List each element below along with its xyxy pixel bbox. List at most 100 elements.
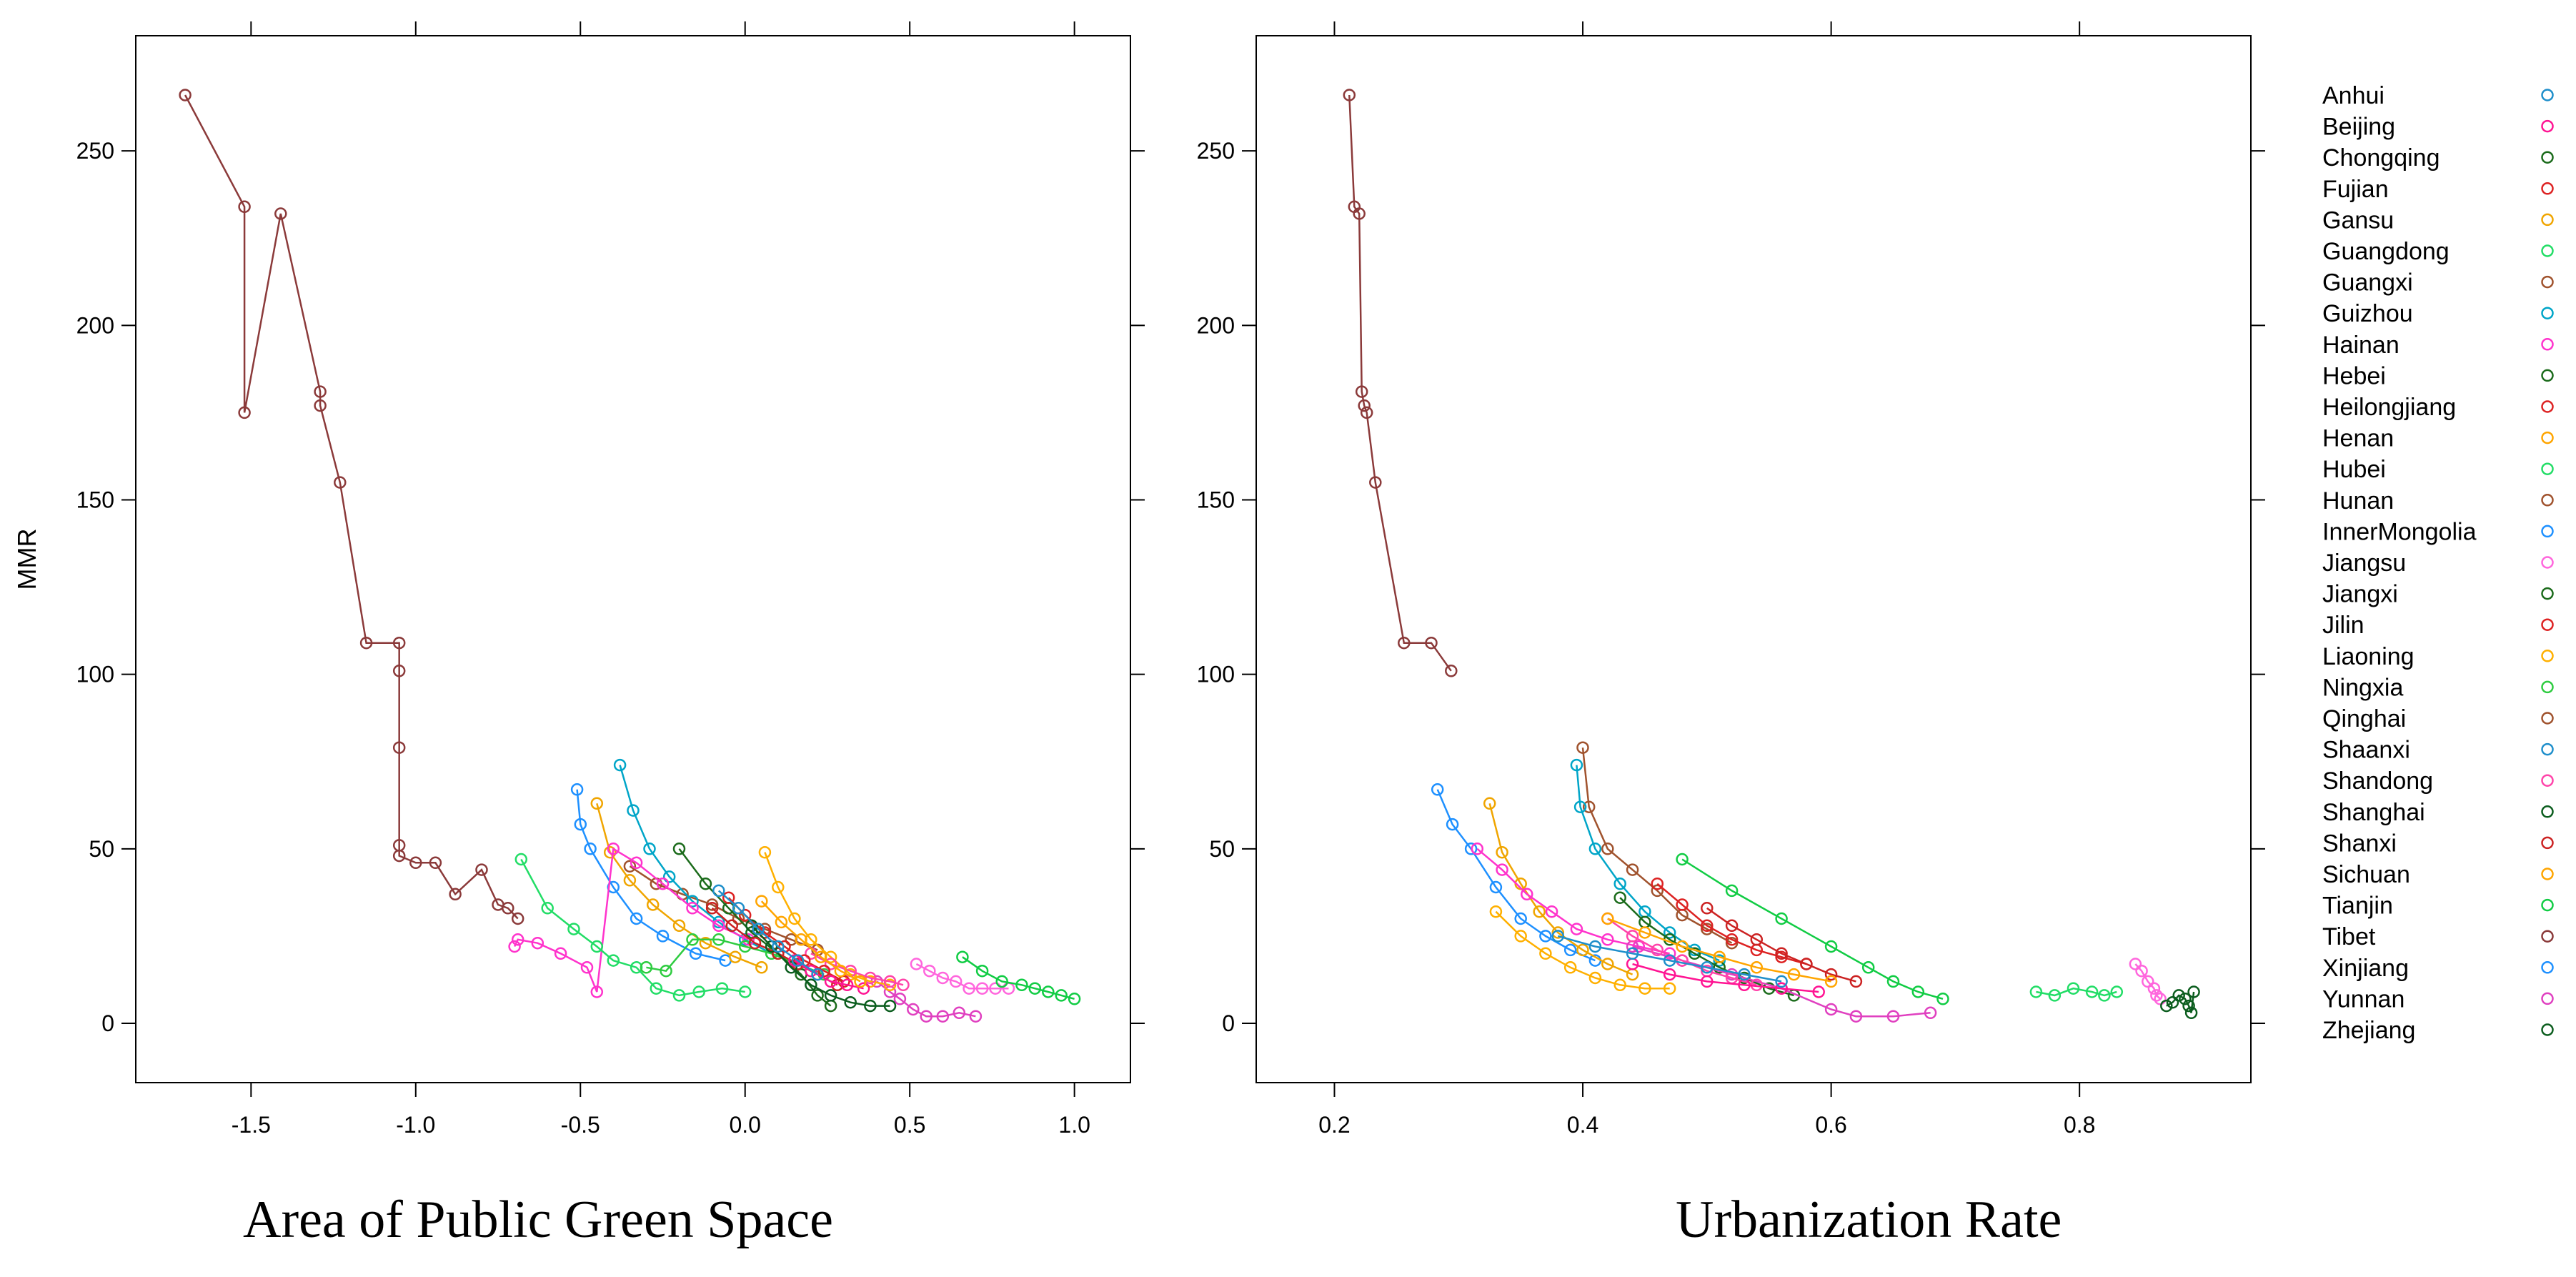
data-point	[1601, 912, 1614, 925]
legend-label: Jiangxi	[2322, 581, 2398, 608]
legend-marker	[2541, 992, 2554, 1005]
data-point	[791, 954, 805, 967]
data-point	[840, 978, 854, 992]
data-point	[712, 919, 725, 933]
data-point	[824, 958, 837, 970]
legend-label: Guangdong	[2322, 238, 2450, 265]
data-point	[949, 975, 963, 988]
data-point	[1601, 933, 1614, 946]
data-point	[2182, 999, 2195, 1013]
data-point	[1701, 961, 1714, 974]
data-point	[1738, 971, 1751, 985]
data-point	[607, 954, 620, 967]
plot-frame	[1255, 35, 2252, 1083]
data-point	[1775, 975, 1788, 988]
data-point	[1068, 993, 1081, 1005]
data-point	[732, 902, 745, 915]
data-point	[755, 895, 768, 908]
data-point	[1651, 877, 1664, 890]
legend-item-qinghai: Qinghai	[2322, 705, 2554, 732]
data-point	[1824, 1003, 1838, 1016]
y-tick-label: 250	[1197, 138, 1235, 164]
data-point	[722, 891, 735, 904]
data-point	[814, 950, 827, 963]
series-line-tianjin	[962, 956, 1075, 1000]
data-point	[1824, 975, 1838, 988]
data-point	[580, 961, 594, 974]
legend-item-hunan: Hunan	[2322, 487, 2554, 515]
data-point	[1533, 905, 1546, 918]
data-point	[1028, 982, 1042, 995]
data-point	[1445, 665, 1458, 677]
data-point	[1551, 926, 1565, 939]
data-point	[2179, 993, 2192, 1005]
data-point	[758, 845, 772, 859]
data-point	[1055, 989, 1068, 1002]
y-tick-label: 100	[1197, 662, 1235, 687]
data-point	[788, 954, 801, 967]
x-tick-label: 1.0	[1058, 1112, 1090, 1138]
data-point	[834, 964, 847, 978]
data-point	[1725, 933, 1739, 946]
x-tick-label: -1.0	[396, 1112, 435, 1138]
data-point	[755, 961, 768, 974]
data-point	[1738, 968, 1751, 981]
data-point	[1626, 930, 1639, 943]
series-xinjiang	[570, 783, 732, 967]
legend-item-innermongolia: InnerMongolia	[2322, 518, 2554, 545]
legend-item-guizhou: Guizhou	[2322, 300, 2554, 327]
data-point	[1775, 950, 1788, 963]
series-line-yunnan	[876, 980, 976, 1018]
data-point	[2142, 975, 2154, 988]
x-tick-label: 0.8	[2064, 1112, 2095, 1138]
y-tick-label: 200	[76, 312, 114, 338]
legend-marker	[2541, 244, 2554, 257]
data-point	[857, 982, 870, 995]
legend-item-henan: Henan	[2322, 425, 2554, 452]
data-point	[1471, 843, 1484, 855]
series-line-anhui	[1557, 935, 1782, 983]
data-point	[844, 995, 857, 1009]
data-point	[758, 926, 772, 939]
data-point	[590, 940, 604, 953]
data-point	[1713, 954, 1726, 967]
legend-marker	[2541, 119, 2554, 133]
legend-label: Jilin	[2322, 612, 2364, 639]
legend-marker	[2541, 213, 2554, 227]
data-point	[1663, 954, 1676, 967]
data-point	[2154, 993, 2167, 1005]
caption-urbanization-rate: Urbanization Rate	[1676, 1191, 2062, 1249]
data-point	[745, 919, 758, 933]
data-point	[1514, 930, 1527, 943]
legend-marker	[2541, 680, 2554, 694]
data-point	[953, 1006, 966, 1020]
data-point	[607, 880, 620, 894]
panel-urbanization-rate: 0.2 0.4 0.6 0.8 0 50 100 150 200 250	[1197, 21, 2265, 1138]
data-point	[1651, 943, 1664, 957]
legend-marker	[2541, 805, 2554, 818]
data-point	[1588, 940, 1602, 953]
data-point	[738, 985, 752, 998]
data-point	[508, 940, 521, 953]
data-point	[409, 856, 422, 870]
legend-marker	[2541, 338, 2554, 351]
data-point	[2067, 982, 2080, 995]
data-point	[1353, 207, 1366, 220]
data-point	[1570, 923, 1583, 935]
series-gansu	[590, 797, 768, 974]
legend-item-shaanxi: Shaanxi	[2322, 737, 2554, 764]
data-point	[603, 845, 617, 859]
legend-label: Jiangsu	[2322, 550, 2406, 577]
data-point	[449, 888, 462, 901]
legend-label: Heilongjiang	[2322, 394, 2456, 421]
legend-label: Gansu	[2322, 207, 2394, 234]
data-point	[864, 999, 877, 1013]
data-point	[699, 936, 712, 950]
data-point	[1849, 1010, 1863, 1023]
data-point	[646, 898, 660, 911]
data-point	[775, 915, 788, 929]
data-point	[1601, 958, 1614, 970]
data-point	[2048, 989, 2062, 1002]
data-point	[975, 982, 989, 995]
legend-marker	[2541, 587, 2554, 600]
